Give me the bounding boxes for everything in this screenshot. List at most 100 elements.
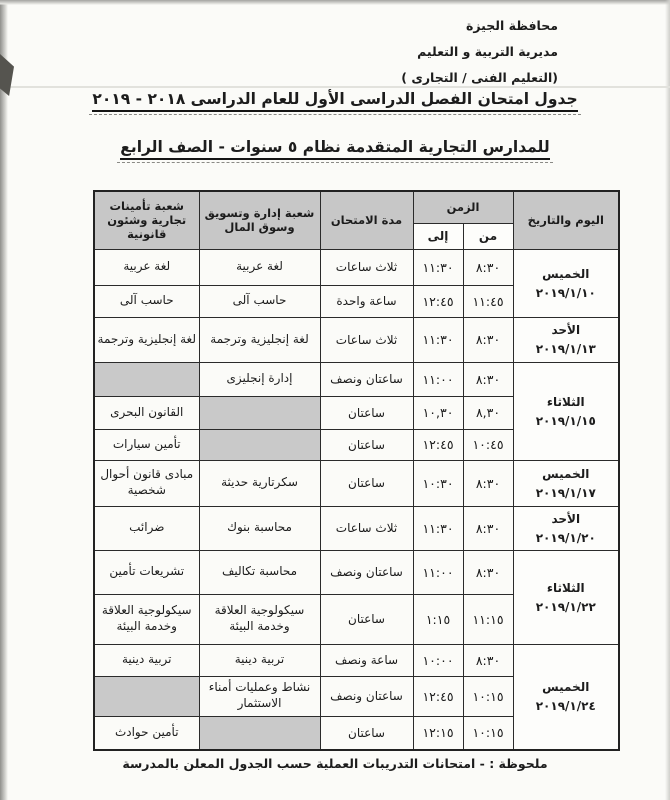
admin-subject-cell: محاسبة تكاليف: [198, 549, 321, 595]
document-title: جدول امتحان الفصل الدراسى الأول للعام ال…: [0, 90, 670, 115]
duration-cell: ساعتان ونصف: [319, 675, 414, 717]
time-from-cell: ١٠:١٥: [462, 675, 514, 717]
header-division-insurance: شعبة تأمينات تجارية وشئون قانونية: [93, 190, 200, 250]
admin-subject-cell-shaded: [198, 395, 321, 430]
time-to-cell: ١١:٠٠: [412, 361, 464, 397]
header-division-admin: شعبة إدارة وتسويق وسوق المال: [198, 190, 321, 250]
time-from-cell: ٨:٣٠: [462, 316, 514, 363]
admin-subject-cell-shaded: [198, 715, 321, 751]
time-from-cell: ٨:٣٠: [462, 505, 514, 551]
header-duration: مدة الامتحان: [319, 190, 414, 250]
time-from-cell: ١١:٤٥: [462, 284, 514, 318]
day-name: الأحد: [551, 511, 581, 526]
exam-row: ١٠:١٥ ١٢:١٥ ساعتان تأمين حوادث: [93, 715, 619, 751]
time-to-cell: ١٠:٠٠: [412, 643, 464, 677]
day-date: ٢٠١٩/١/١٠: [535, 285, 596, 300]
time-to-cell: ١١:٣٠: [412, 248, 464, 286]
duration-cell: ساعة واحدة: [319, 284, 414, 318]
duration-cell: ساعتان ونصف: [319, 361, 414, 397]
exam-row: الثلاثاء ٢٠١٩/١/٢٢ ٨:٣٠ ١١:٠٠ ساعتان ونص…: [93, 549, 620, 645]
scan-corner-mark: [0, 54, 14, 96]
admin-subject-cell: إدارة إنجليزى: [198, 361, 321, 397]
duration-cell: ثلاث ساعات: [319, 248, 414, 286]
time-from-cell: ٨:٣٠: [462, 549, 514, 595]
day-name: الثلاثاء: [546, 580, 585, 595]
scan-edge-right: [665, 0, 670, 800]
insurance-subject-cell: تأمين حوادث: [93, 715, 200, 751]
day-date-cell: الخميس ٢٠١٩/١/١٠: [512, 248, 620, 318]
admin-subject-cell: سكرتارية حديثة: [198, 459, 321, 507]
time-from-cell: ٨:٣٠: [462, 459, 514, 507]
day-name: الخميس: [542, 466, 590, 481]
exam-row: الخميس ٢٠١٩/١/١٠ ٨:٣٠ ١١:٣٠ ثلاث ساعات ل…: [93, 248, 620, 318]
insurance-subject-cell: حاسب آلى: [93, 284, 200, 318]
day-name: الخميس: [542, 266, 590, 281]
day-date-cell: الثلاثاء ٢٠١٩/١/١٥: [512, 361, 620, 461]
time-from-cell: ٨:٣٠: [462, 361, 514, 397]
time-to-cell: ١١:٣٠: [412, 316, 464, 363]
time-from-cell: ١٠:١٥: [462, 715, 514, 751]
exam-row: ١٠:١٥ ١٢:٤٥ ساعتان ونصف نشاط وعمليات أمن…: [93, 675, 619, 717]
duration-cell: ساعتان: [319, 459, 414, 507]
footer-note: ملحوظة : - امتحانات التدريبات العملية حس…: [122, 756, 548, 771]
admin-subject-cell: محاسبة بنوك: [198, 505, 321, 551]
day-date: ٢٠١٩/١/٢٤: [535, 699, 596, 714]
insurance-subject-cell: ضرائب: [93, 505, 200, 551]
exam-row: الأحد ٢٠١٩/١/١٣ ٨:٣٠ ١١:٣٠ ثلاث ساعات لغ…: [93, 316, 620, 363]
day-name: الأحد: [551, 323, 581, 337]
time-to-cell: ١٠:٣٠: [412, 459, 464, 507]
insurance-subject-cell: تشريعات تأمين: [93, 549, 200, 595]
exam-row: ١١:٤٥ ١٢:٤٥ ساعة واحدة حاسب آلى حاسب آلى: [93, 284, 619, 318]
org-header: محافظة الجيزة مديرية التربية و التعليم (…: [401, 13, 558, 91]
admin-subject-cell: لغة عربية: [198, 248, 321, 286]
document-subtitle: للمدارس التجارية المتقدمة نظام ٥ سنوات -…: [0, 138, 670, 163]
time-to-cell: ١:١٥: [412, 593, 464, 645]
time-from-cell: ١٠:٤٥: [462, 428, 514, 461]
exam-row: ١١:١٥ ١:١٥ ساعتان سيكولوجية العلاقة وخدم…: [93, 593, 619, 645]
org-line-directorate: مديرية التربية و التعليم: [417, 44, 558, 59]
admin-subject-cell-shaded: [198, 428, 321, 461]
time-to-cell: ١٢:١٥: [412, 715, 464, 751]
insurance-subject-cell: تأمين سيارات: [93, 428, 200, 461]
time-to-cell: ١٢:٤٥: [412, 428, 464, 461]
org-line-education-type: (التعليم الفنى / التجارى ): [401, 70, 558, 85]
insurance-subject-cell: تربية دينية: [93, 643, 200, 677]
header-time-from: من: [462, 222, 514, 250]
insurance-subject-cell: القانون البحرى: [93, 395, 200, 430]
time-to-cell: ١١:٣٠: [412, 505, 464, 551]
time-to-cell: ١٢:٤٥: [412, 284, 464, 318]
insurance-subject-cell-shaded: [93, 675, 200, 717]
scan-edge-top: [0, 0, 670, 5]
duration-cell: ساعتان: [319, 395, 414, 430]
admin-subject-cell: تربية دينية: [198, 643, 321, 677]
insurance-subject-cell: مبادى قانون أحوال شخصية: [93, 459, 200, 507]
day-date-cell: الثلاثاء ٢٠١٩/١/٢٢: [512, 549, 620, 645]
day-date: ٢٠١٩/١/٢٢: [535, 599, 596, 614]
day-name: الخميس: [542, 680, 590, 695]
exam-row: الأحد ٢٠١٩/١/٢٠ ٨:٣٠ ١١:٣٠ ثلاث ساعات مح…: [93, 505, 620, 551]
time-from-cell: ٨,٣٠: [462, 395, 514, 430]
duration-cell: ثلاث ساعات: [319, 505, 414, 551]
exam-row: ٨,٣٠ ١٠,٣٠ ساعتان القانون البحرى: [93, 395, 619, 430]
admin-subject-cell: لغة إنجليزية وترجمة: [198, 316, 321, 363]
exam-row: ١٠:٤٥ ١٢:٤٥ ساعتان تأمين سيارات: [93, 428, 619, 461]
day-date-cell: الأحد ٢٠١٩/١/١٣: [512, 316, 620, 363]
duration-cell: ثلاث ساعات: [319, 316, 414, 363]
day-date-cell: الخميس ٢٠١٩/١/١٧: [512, 459, 620, 507]
insurance-subject-cell: لغة عربية: [93, 248, 200, 286]
duration-cell: ساعتان: [319, 428, 414, 461]
time-to-cell: ١٢:٤٥: [412, 675, 464, 717]
day-date: ٢٠١٩/١/١٣: [535, 342, 596, 356]
day-name: الثلاثاء: [546, 394, 585, 409]
day-date-cell: الخميس ٢٠١٩/١/٢٤: [512, 643, 620, 751]
exam-schedule-table: اليوم والتاريخ الزمن مدة الامتحان شعبة إ…: [93, 190, 621, 751]
insurance-subject-cell-shaded: [93, 361, 200, 397]
admin-subject-cell: نشاط وعمليات أمناء الاستثمار: [198, 675, 321, 717]
duration-cell: ساعتان: [319, 715, 414, 751]
insurance-subject-cell: لغة إنجليزية وترجمة: [93, 316, 200, 363]
time-from-cell: ٨:٣٠: [462, 643, 514, 677]
time-to-cell: ١١:٠٠: [412, 549, 464, 595]
day-date-cell: الأحد ٢٠١٩/١/٢٠: [512, 505, 620, 551]
exam-row: الخميس ٢٠١٩/١/١٧ ٨:٣٠ ١٠:٣٠ ساعتان سكرتا…: [93, 459, 620, 507]
